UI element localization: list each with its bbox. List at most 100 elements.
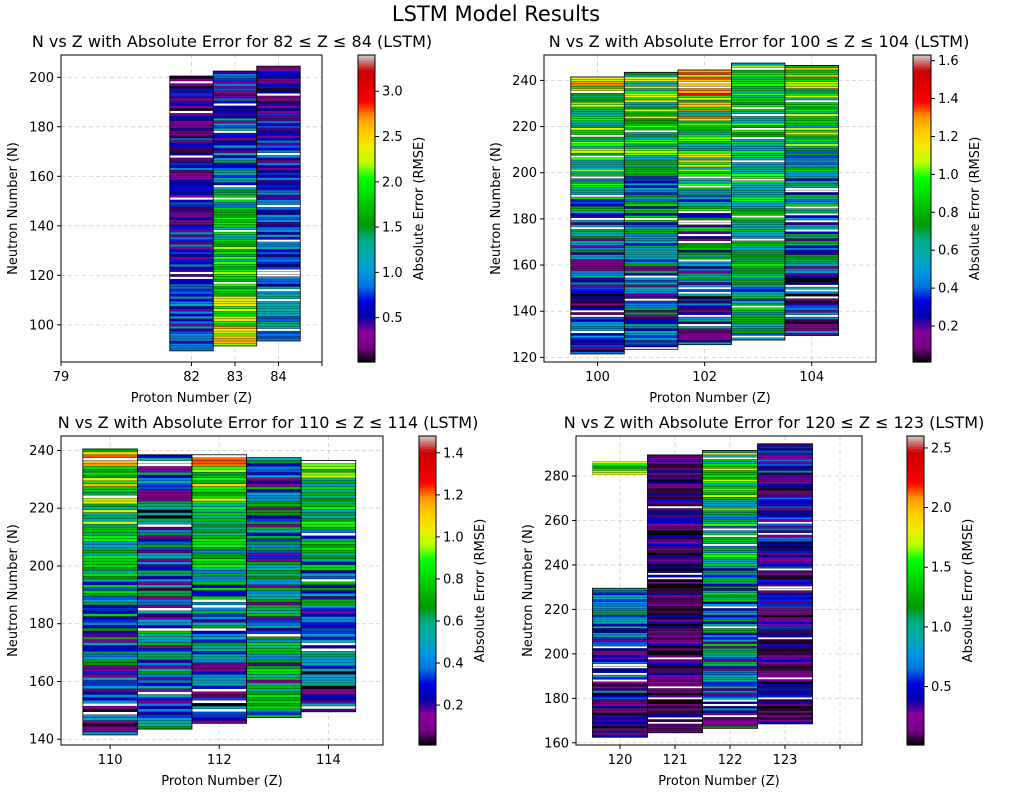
heatmap-cell xyxy=(702,645,758,649)
colorbar-segment xyxy=(913,300,931,304)
heatmap-cell xyxy=(624,95,678,98)
colorbar-segment xyxy=(358,116,375,120)
heatmap-cell xyxy=(570,330,625,334)
colorbar-segment xyxy=(913,188,931,192)
heatmap-cell xyxy=(256,212,301,215)
heatmap-cell xyxy=(191,532,247,536)
heatmap-cell xyxy=(702,479,758,482)
heatmap-cell xyxy=(677,99,732,103)
subplot-title: N vs Z with Absolute Error for 100 ≤ Z ≤… xyxy=(549,32,970,51)
heatmap-cell xyxy=(570,256,625,260)
heatmap-cell xyxy=(647,519,703,522)
y-tick-label: 160 xyxy=(544,736,569,751)
heatmap-cell xyxy=(731,238,786,241)
heatmap-cell xyxy=(570,178,625,181)
heatmap-cell xyxy=(624,192,678,195)
heatmap-cell xyxy=(82,717,138,721)
heatmap-cell xyxy=(169,239,214,243)
colorbar-segment xyxy=(358,221,375,225)
heatmap-cell xyxy=(82,622,138,626)
heatmap-cell xyxy=(731,134,786,138)
colorbar-segment xyxy=(358,282,375,286)
colorbar-segment xyxy=(907,482,924,486)
heatmap-cell xyxy=(137,555,193,559)
heatmap-cell xyxy=(757,534,813,538)
heatmap-cell xyxy=(137,619,193,623)
heatmap-cell xyxy=(757,501,813,504)
colorbar-segment xyxy=(907,696,924,700)
heatmap-cell xyxy=(624,259,678,262)
heatmap-cell xyxy=(702,452,758,456)
heatmap-cell xyxy=(256,244,301,248)
colorbar-segment xyxy=(913,241,931,245)
heatmap-cell xyxy=(784,222,839,225)
heatmap-cell xyxy=(757,488,813,491)
heatmap-cell xyxy=(256,105,301,109)
heatmap-cell xyxy=(301,593,356,597)
heatmap-cell xyxy=(137,596,193,600)
heatmap-cell xyxy=(731,81,786,84)
heatmap-cell xyxy=(213,145,257,148)
colorbar-tick-label: 1.0 xyxy=(443,530,464,545)
heatmap-cell xyxy=(570,305,625,308)
heatmap-cell xyxy=(757,510,813,513)
heatmap-cell xyxy=(784,90,839,94)
heatmap-cell xyxy=(137,567,193,571)
heatmap-cell xyxy=(213,256,257,260)
heatmap-cell xyxy=(191,578,247,582)
colorbar-segment xyxy=(907,544,924,548)
heatmap-cell xyxy=(570,199,625,202)
colorbar-segment xyxy=(907,639,924,643)
heatmap-cell xyxy=(570,210,625,214)
colorbar-segment xyxy=(358,88,375,92)
heatmap-cell xyxy=(570,233,625,237)
heatmap-cell xyxy=(570,162,625,165)
colorbar-segment xyxy=(358,93,375,97)
heatmap-cell xyxy=(137,674,193,678)
heatmap-cell xyxy=(213,182,257,186)
colorbar-frame xyxy=(418,435,437,746)
heatmap-cell xyxy=(731,236,786,239)
heatmap-cell xyxy=(169,127,214,131)
colorbar-segment xyxy=(913,93,931,97)
heatmap-cell xyxy=(256,98,301,101)
heatmap-cell xyxy=(592,721,648,725)
colorbar-segment xyxy=(913,218,931,222)
heatmap-cell xyxy=(570,102,625,105)
heatmap-cell xyxy=(677,72,732,75)
heatmap-cell xyxy=(592,708,648,711)
colorbar-segment xyxy=(913,287,931,291)
heatmap-cell xyxy=(731,157,786,161)
heatmap-cell xyxy=(213,88,257,92)
heatmap-cell xyxy=(624,92,678,96)
colorbar-segment xyxy=(907,564,924,568)
heatmap-cell xyxy=(647,517,703,520)
colorbar-segment xyxy=(419,577,436,581)
colorbar-segment xyxy=(907,598,924,602)
heatmap-cell xyxy=(592,645,648,649)
heatmap-cell xyxy=(256,145,301,148)
heatmap-cell xyxy=(677,136,732,140)
heatmap-cell xyxy=(784,104,839,108)
heatmap-cell xyxy=(246,593,302,597)
colorbar-segment xyxy=(907,541,924,545)
heatmap-cell xyxy=(191,694,247,698)
heatmap-cell xyxy=(647,617,703,620)
y-tick-label: 140 xyxy=(29,219,54,234)
heatmap-cell xyxy=(624,185,678,188)
heatmap-cell xyxy=(169,318,214,322)
heatmap-cell xyxy=(169,100,214,104)
heatmap-cell xyxy=(677,286,732,290)
heatmap-cell xyxy=(137,497,193,502)
heatmap-cell xyxy=(624,81,678,84)
heatmap-cell xyxy=(592,599,648,602)
colorbar-segment xyxy=(358,129,375,133)
heatmap-cell xyxy=(592,714,648,718)
colorbar-segment xyxy=(419,595,436,599)
heatmap-cell xyxy=(137,720,193,724)
heatmap-cell xyxy=(702,488,758,491)
heatmap-cell xyxy=(137,694,193,698)
heatmap-cell xyxy=(169,204,214,208)
heatmap-cell xyxy=(82,682,138,686)
